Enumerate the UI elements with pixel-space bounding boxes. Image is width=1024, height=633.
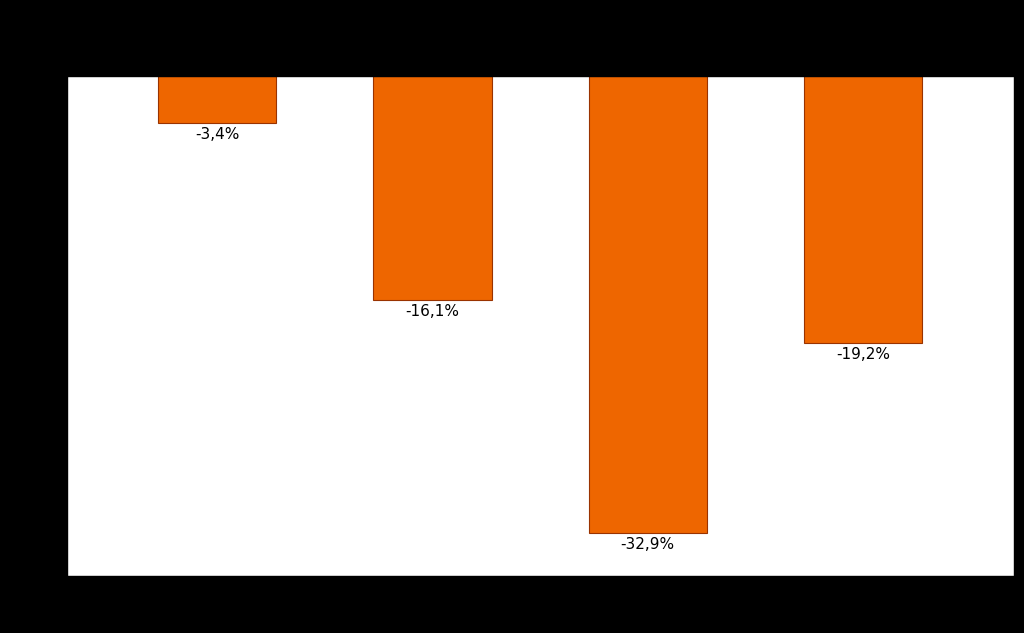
- Text: -3,4%: -3,4%: [195, 127, 240, 142]
- Bar: [374, 76, 492, 299]
- Text: -19,2%: -19,2%: [836, 347, 890, 362]
- Bar: [158, 76, 276, 123]
- Bar: [804, 76, 923, 342]
- Text: -32,9%: -32,9%: [621, 537, 675, 552]
- Text: -16,1%: -16,1%: [406, 304, 460, 319]
- Bar: [589, 76, 707, 533]
